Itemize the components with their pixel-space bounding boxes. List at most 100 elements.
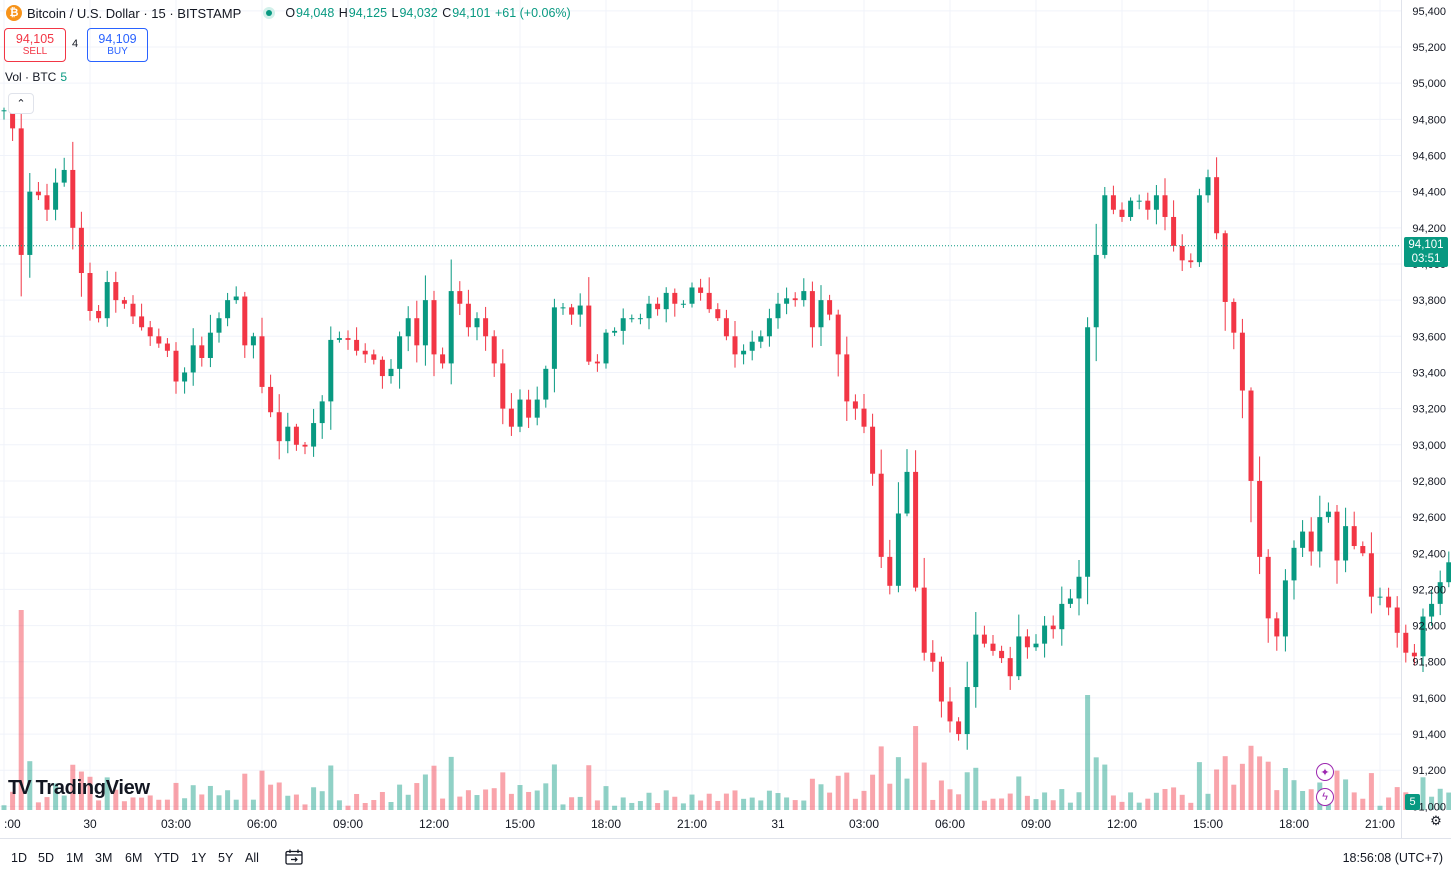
volume-bar — [1085, 695, 1090, 810]
range-1d-button[interactable]: 1D — [11, 851, 27, 865]
candle-body — [1137, 201, 1142, 202]
volume-bar — [156, 800, 161, 810]
ai-sparkle-icon[interactable]: ✦ — [1316, 763, 1334, 781]
price-tick-label: 95,400 — [1412, 6, 1446, 18]
open-value: 94,048 — [296, 6, 334, 20]
candle-body — [242, 297, 247, 346]
candle-body — [586, 306, 591, 362]
volume-bar — [750, 798, 755, 810]
volume-bar — [406, 795, 411, 810]
candle-body — [294, 427, 299, 445]
candle-body — [475, 318, 480, 327]
candle-body — [27, 192, 32, 255]
candle-body — [1446, 562, 1451, 582]
time-tick-label: 09:00 — [333, 817, 363, 831]
volume-bar — [569, 797, 574, 810]
buy-button[interactable]: 94,109 BUY — [87, 28, 148, 62]
price-tick-label: 95,000 — [1412, 78, 1446, 90]
calendar-range-icon[interactable] — [285, 849, 303, 865]
candle-body — [509, 409, 514, 427]
volume-bar — [174, 783, 179, 810]
price-axis[interactable]: 91,00091,20091,40091,60091,80092,00092,2… — [1412, 6, 1446, 814]
volume-bar — [1016, 776, 1021, 810]
volume-bar — [879, 746, 884, 810]
volume-legend[interactable]: Vol · BTC 5 — [5, 70, 67, 84]
candle-body — [647, 304, 652, 318]
volume-bar — [483, 789, 488, 810]
volume-value: 5 — [60, 70, 67, 84]
candle-body — [698, 287, 703, 292]
collapse-legend-button[interactable]: ⌃ — [8, 93, 34, 114]
candle-body — [758, 336, 763, 341]
volume-bar — [561, 804, 566, 810]
volume-bar — [948, 789, 953, 810]
range-5d-button[interactable]: 5D — [38, 851, 54, 865]
candle-body — [1283, 580, 1288, 636]
gear-icon[interactable]: ⚙ — [1428, 813, 1444, 829]
symbol-title[interactable]: Bitcoin / U.S. Dollar · 15 · BITSTAMP — [27, 6, 241, 21]
candle-body — [681, 304, 686, 305]
price-tick-label: 93,000 — [1412, 440, 1446, 452]
candle-body — [165, 344, 170, 351]
candle-body — [1111, 195, 1116, 209]
range-6m-button[interactable]: 6M — [125, 851, 142, 865]
candle-body — [1266, 557, 1271, 618]
candle-body — [199, 345, 204, 358]
volume-bar — [1154, 793, 1159, 810]
candle-body — [1352, 526, 1357, 546]
low-label: L — [392, 6, 399, 20]
candle-body — [148, 327, 153, 336]
volume-bar — [1077, 792, 1082, 810]
candle-body — [483, 318, 488, 336]
eye-icon[interactable] — [263, 7, 275, 19]
range-1y-button[interactable]: 1Y — [191, 851, 206, 865]
range-5y-button[interactable]: 5Y — [218, 851, 233, 865]
volume-bar — [1395, 787, 1400, 810]
candle-body — [492, 336, 497, 363]
volume-bar — [268, 785, 273, 810]
price-chart[interactable]: 91,00091,20091,40091,60091,80092,00092,2… — [0, 0, 1451, 838]
bottom-toolbar: 1D 5D 1M 3M 6M YTD 1Y 5Y All 18:56:08 (U… — [0, 838, 1451, 875]
candle-body — [1120, 210, 1125, 217]
volume-bar — [552, 764, 557, 810]
volume-bar — [905, 779, 910, 810]
volume-bar — [492, 788, 497, 810]
candle-body — [1326, 512, 1331, 517]
volume-bar — [758, 800, 763, 810]
candle-body — [1034, 644, 1039, 648]
candle-body — [999, 651, 1004, 658]
candle-body — [870, 427, 875, 474]
candle-body — [406, 318, 411, 336]
volume-bar — [612, 806, 617, 810]
candle-body — [36, 192, 41, 196]
candle-body — [896, 513, 901, 585]
volume-bar — [956, 794, 961, 810]
range-ytd-button[interactable]: YTD — [154, 851, 179, 865]
volume-label: Vol · BTC — [5, 70, 56, 84]
range-all-button[interactable]: All — [245, 851, 259, 865]
volume-bar — [199, 794, 204, 810]
candle-body — [1231, 302, 1236, 333]
lightning-icon[interactable]: ϟ — [1316, 788, 1334, 806]
volume-bar — [285, 796, 290, 810]
volume-bar — [36, 802, 41, 810]
candle-body — [1403, 633, 1408, 653]
range-1m-button[interactable]: 1M — [66, 851, 83, 865]
volume-bar — [1206, 794, 1211, 810]
sell-button[interactable]: 94,105 SELL — [4, 28, 66, 62]
volume-bar — [1214, 769, 1219, 810]
volume-bar — [741, 799, 746, 810]
candle-body — [1300, 532, 1305, 548]
candle-body — [784, 298, 789, 303]
clock-timezone[interactable]: 18:56:08 (UTC+7) — [1343, 851, 1443, 865]
volume-bar — [664, 790, 669, 810]
range-3m-button[interactable]: 3M — [95, 851, 112, 865]
candle-body — [621, 318, 626, 331]
candle-body — [922, 588, 927, 653]
candle-body — [1206, 177, 1211, 195]
candle-body — [569, 307, 574, 314]
price-tick-label: 92,400 — [1412, 548, 1446, 560]
volume-bar — [311, 787, 316, 810]
tradingview-logo[interactable]: TV TradingView — [8, 777, 150, 800]
